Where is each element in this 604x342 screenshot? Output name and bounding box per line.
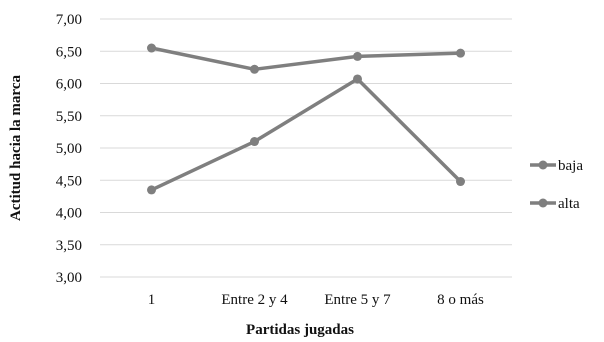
data-point-alta xyxy=(353,52,362,61)
x-tick-label: Entre 5 y 7 xyxy=(324,292,391,308)
x-tick-label: 8 o más xyxy=(437,292,484,308)
y-tick-label: 6,50 xyxy=(56,44,82,60)
y-tick-label: 4,00 xyxy=(56,206,82,222)
series-line-baja xyxy=(152,79,461,190)
legend-swatch-marker xyxy=(539,199,548,208)
y-tick-label: 6,00 xyxy=(56,77,82,93)
gridlines xyxy=(100,19,512,277)
data-point-alta xyxy=(456,49,465,58)
legend-label: alta xyxy=(558,196,580,212)
legend-swatch-marker xyxy=(539,161,548,170)
x-axis-title: Partidas jugadas xyxy=(246,322,354,338)
x-tick-label: Entre 2 y 4 xyxy=(221,292,288,308)
data-point-baja xyxy=(147,185,156,194)
y-axis-title: Actitud hacia la marca xyxy=(8,75,24,221)
y-tick-label: 5,00 xyxy=(56,141,82,157)
y-tick-label: 7,00 xyxy=(56,12,82,28)
y-tick-labels: 3,00 3,50 4,00 4,50 5,00 5,50 6,00 6,50 7,00 xyxy=(56,12,82,286)
legend-label: baja xyxy=(558,158,583,174)
data-point-alta xyxy=(147,44,156,53)
legend: baja alta xyxy=(530,158,583,212)
y-tick-label: 3,50 xyxy=(56,238,82,254)
legend-item-baja: baja xyxy=(530,158,583,174)
legend-item-alta: alta xyxy=(530,196,580,212)
series-group xyxy=(147,44,465,195)
y-tick-label: 3,00 xyxy=(56,270,82,286)
x-tick-labels: 1 Entre 2 y 4 Entre 5 y 7 8 o más xyxy=(148,292,484,308)
y-tick-label: 4,50 xyxy=(56,173,82,189)
data-point-baja xyxy=(250,137,259,146)
data-point-baja xyxy=(456,177,465,186)
data-point-alta xyxy=(250,65,259,74)
x-tick-label: 1 xyxy=(148,292,156,308)
data-point-baja xyxy=(353,74,362,83)
y-tick-label: 5,50 xyxy=(56,109,82,125)
